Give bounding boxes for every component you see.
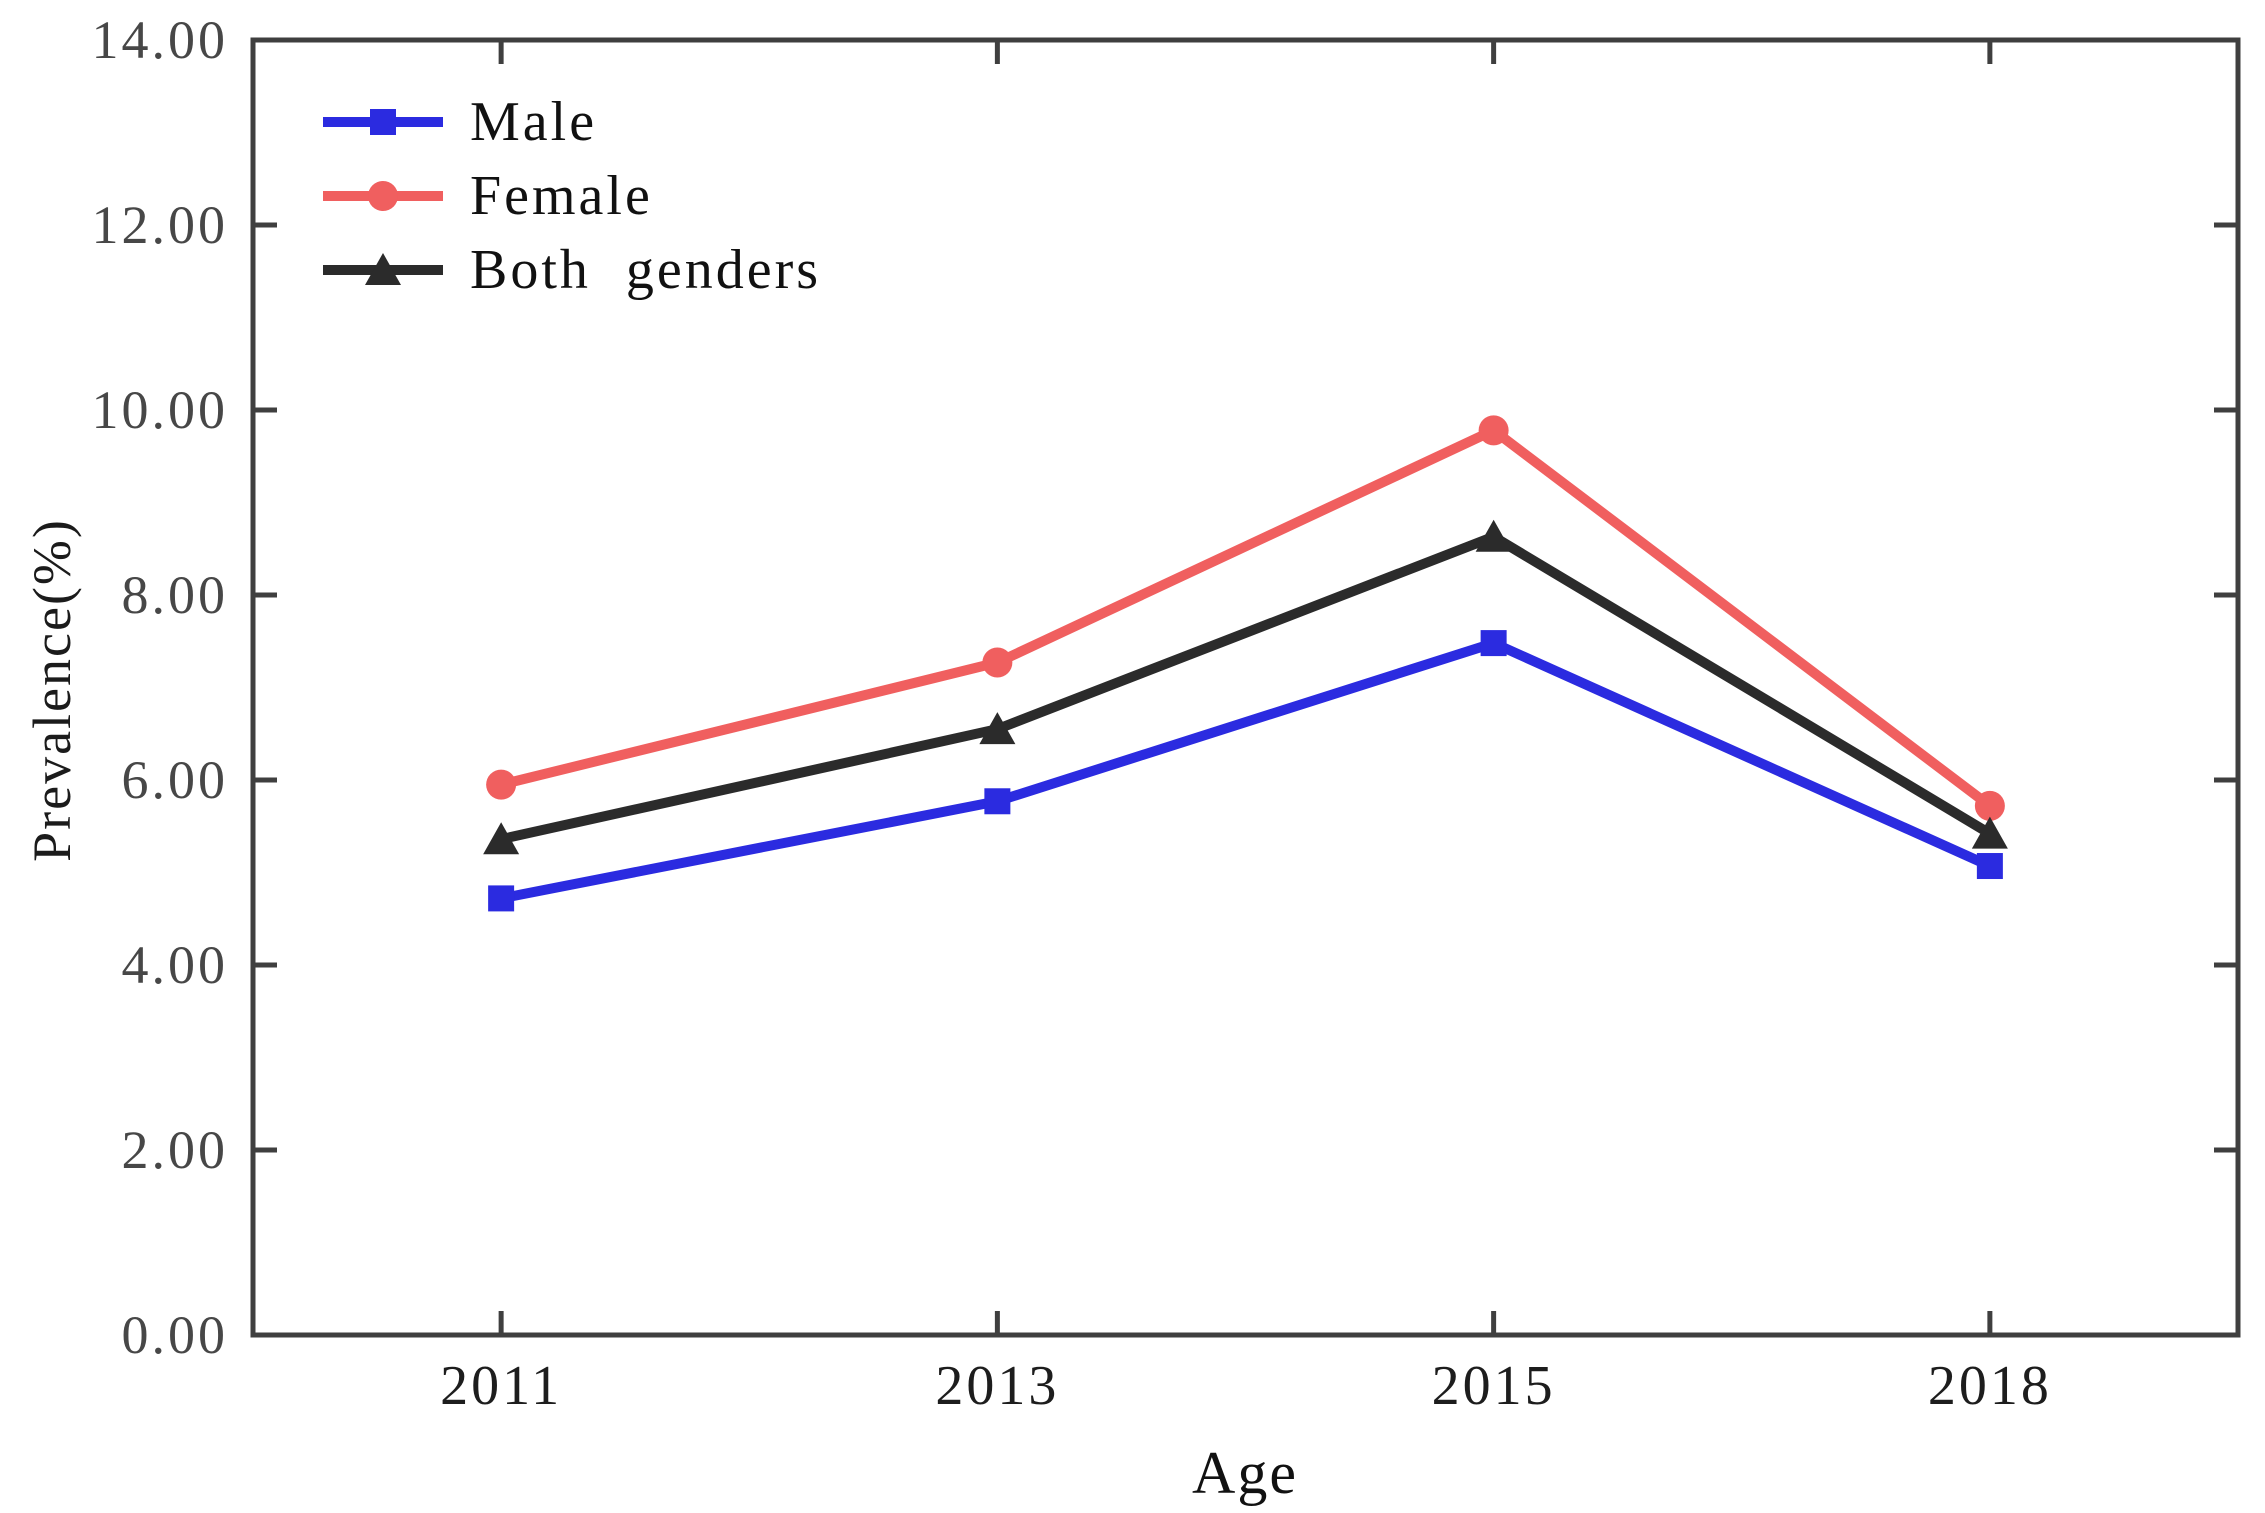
both-genders-marker xyxy=(483,822,520,855)
y-tick-label: 14.00 xyxy=(91,10,228,70)
male-marker xyxy=(1480,630,1507,657)
both-genders-marker xyxy=(1475,519,1512,552)
female-marker xyxy=(486,769,517,800)
x-tick-label: 2013 xyxy=(935,1355,1060,1417)
male-marker xyxy=(984,788,1011,815)
male-marker xyxy=(1976,853,2003,880)
legend-marker-both-genders xyxy=(365,253,401,285)
legend-marker-male xyxy=(370,109,396,135)
legend-label-female: Female xyxy=(470,165,653,227)
y-tick-label: 0.00 xyxy=(121,1305,228,1365)
both-genders-marker xyxy=(979,712,1016,745)
female-marker xyxy=(1478,415,1509,446)
y-axis-title: Prevalence(%) xyxy=(22,518,82,862)
female-marker xyxy=(982,647,1013,678)
legend-marker-female xyxy=(368,181,398,211)
axes-box xyxy=(250,37,2241,1338)
female-marker xyxy=(1974,790,2005,821)
male-series-line xyxy=(500,637,1992,904)
y-tick-label: 12.00 xyxy=(91,195,228,255)
y-tick-label: 4.00 xyxy=(121,935,228,995)
y-tick-label: 6.00 xyxy=(121,750,228,810)
x-tick-label: 2018 xyxy=(1927,1355,2052,1417)
male-marker xyxy=(488,885,515,912)
y-tick-label: 8.00 xyxy=(121,565,228,625)
y-tick-label: 2.00 xyxy=(121,1120,228,1180)
y-tick-label: 10.00 xyxy=(91,380,228,440)
female-series-line xyxy=(499,424,1993,810)
both-genders-marker xyxy=(1971,816,2008,849)
x-tick-label: 2015 xyxy=(1431,1355,1556,1417)
x-axis-title: Age xyxy=(1192,1440,1298,1506)
both-genders-series-line xyxy=(500,531,1993,845)
legend-label-male: Male xyxy=(470,91,598,153)
legend-label-both-genders: Both genders xyxy=(470,239,822,301)
x-tick-label: 2011 xyxy=(440,1355,563,1417)
